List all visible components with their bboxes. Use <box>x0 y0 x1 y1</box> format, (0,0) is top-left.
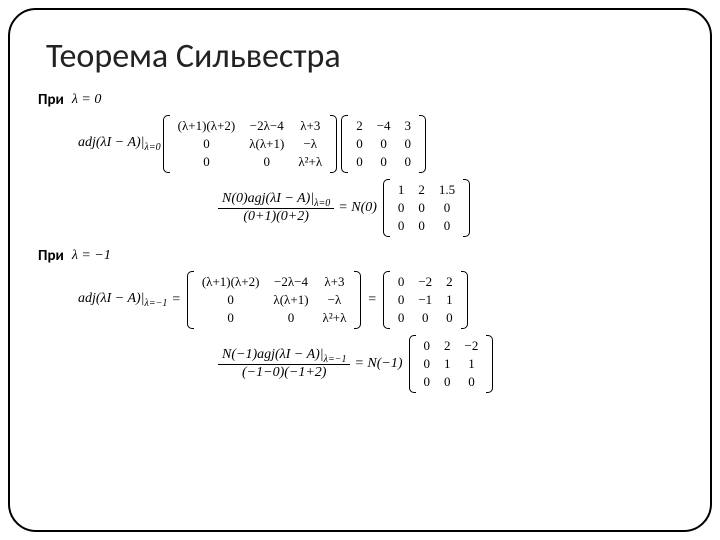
case1-result-matrix: 02−2 011 000 <box>409 335 494 393</box>
case0-fraction: N(0)agj(λI − A)|λ=0 (0+1)(0+2) <box>218 191 334 226</box>
case0-label: При <box>38 91 64 109</box>
case0-cond: λ = 0 <box>72 92 102 108</box>
case0-adjoint-equation: adj(λI − A)|λ=0 (λ+1)(λ+2)−2λ−4λ+3 0λ(λ+… <box>78 115 682 173</box>
case1-adjoint-equation: adj(λI − A)|λ=−1 = (λ+1)(λ+2)−2λ−4λ+3 0λ… <box>78 271 682 329</box>
case1-cond: λ = −1 <box>72 248 111 264</box>
case1-rhs-prefix: = N(−1) <box>354 356 402 372</box>
case0-result-equation: N(0)agj(λI − A)|λ=0 (0+1)(0+2) = N(0) 12… <box>218 179 682 237</box>
page-title: Теорема Сильвестра <box>46 36 682 77</box>
case1-eq: = <box>171 292 180 308</box>
case1-numeric-matrix: 0−22 0−11 000 <box>383 271 468 329</box>
case1-result-equation: N(−1)agj(λI − A)|λ=−1 (−1−0)(−1+2) = N(−… <box>218 335 682 393</box>
case1-fraction: N(−1)agj(λI − A)|λ=−1 (−1−0)(−1+2) <box>218 347 350 382</box>
case0-rhs-prefix: = N(0) <box>338 200 377 216</box>
case1-label: При <box>38 247 64 265</box>
case1-symbolic-matrix: (λ+1)(λ+2)−2λ−4λ+3 0λ(λ+1)−λ 00λ²+λ <box>187 271 362 329</box>
case0-symbolic-matrix: (λ+1)(λ+2)−2λ−4λ+3 0λ(λ+1)−λ 00λ²+λ <box>163 115 338 173</box>
case1-condition: При λ = −1 <box>38 247 682 265</box>
slide-frame: Теорема Сильвестра При λ = 0 adj(λI − A)… <box>8 8 712 532</box>
case0-condition: При λ = 0 <box>38 91 682 109</box>
case1-lhs: adj(λI − A)|λ=−1 <box>78 291 167 309</box>
case0-result-matrix: 121.5 000 000 <box>383 179 470 237</box>
case1-eq2: = <box>367 292 376 308</box>
case0-numeric-matrix: 2−43 000 000 <box>341 115 426 173</box>
case0-lhs: adj(λI − A)|λ=0 <box>78 135 161 153</box>
